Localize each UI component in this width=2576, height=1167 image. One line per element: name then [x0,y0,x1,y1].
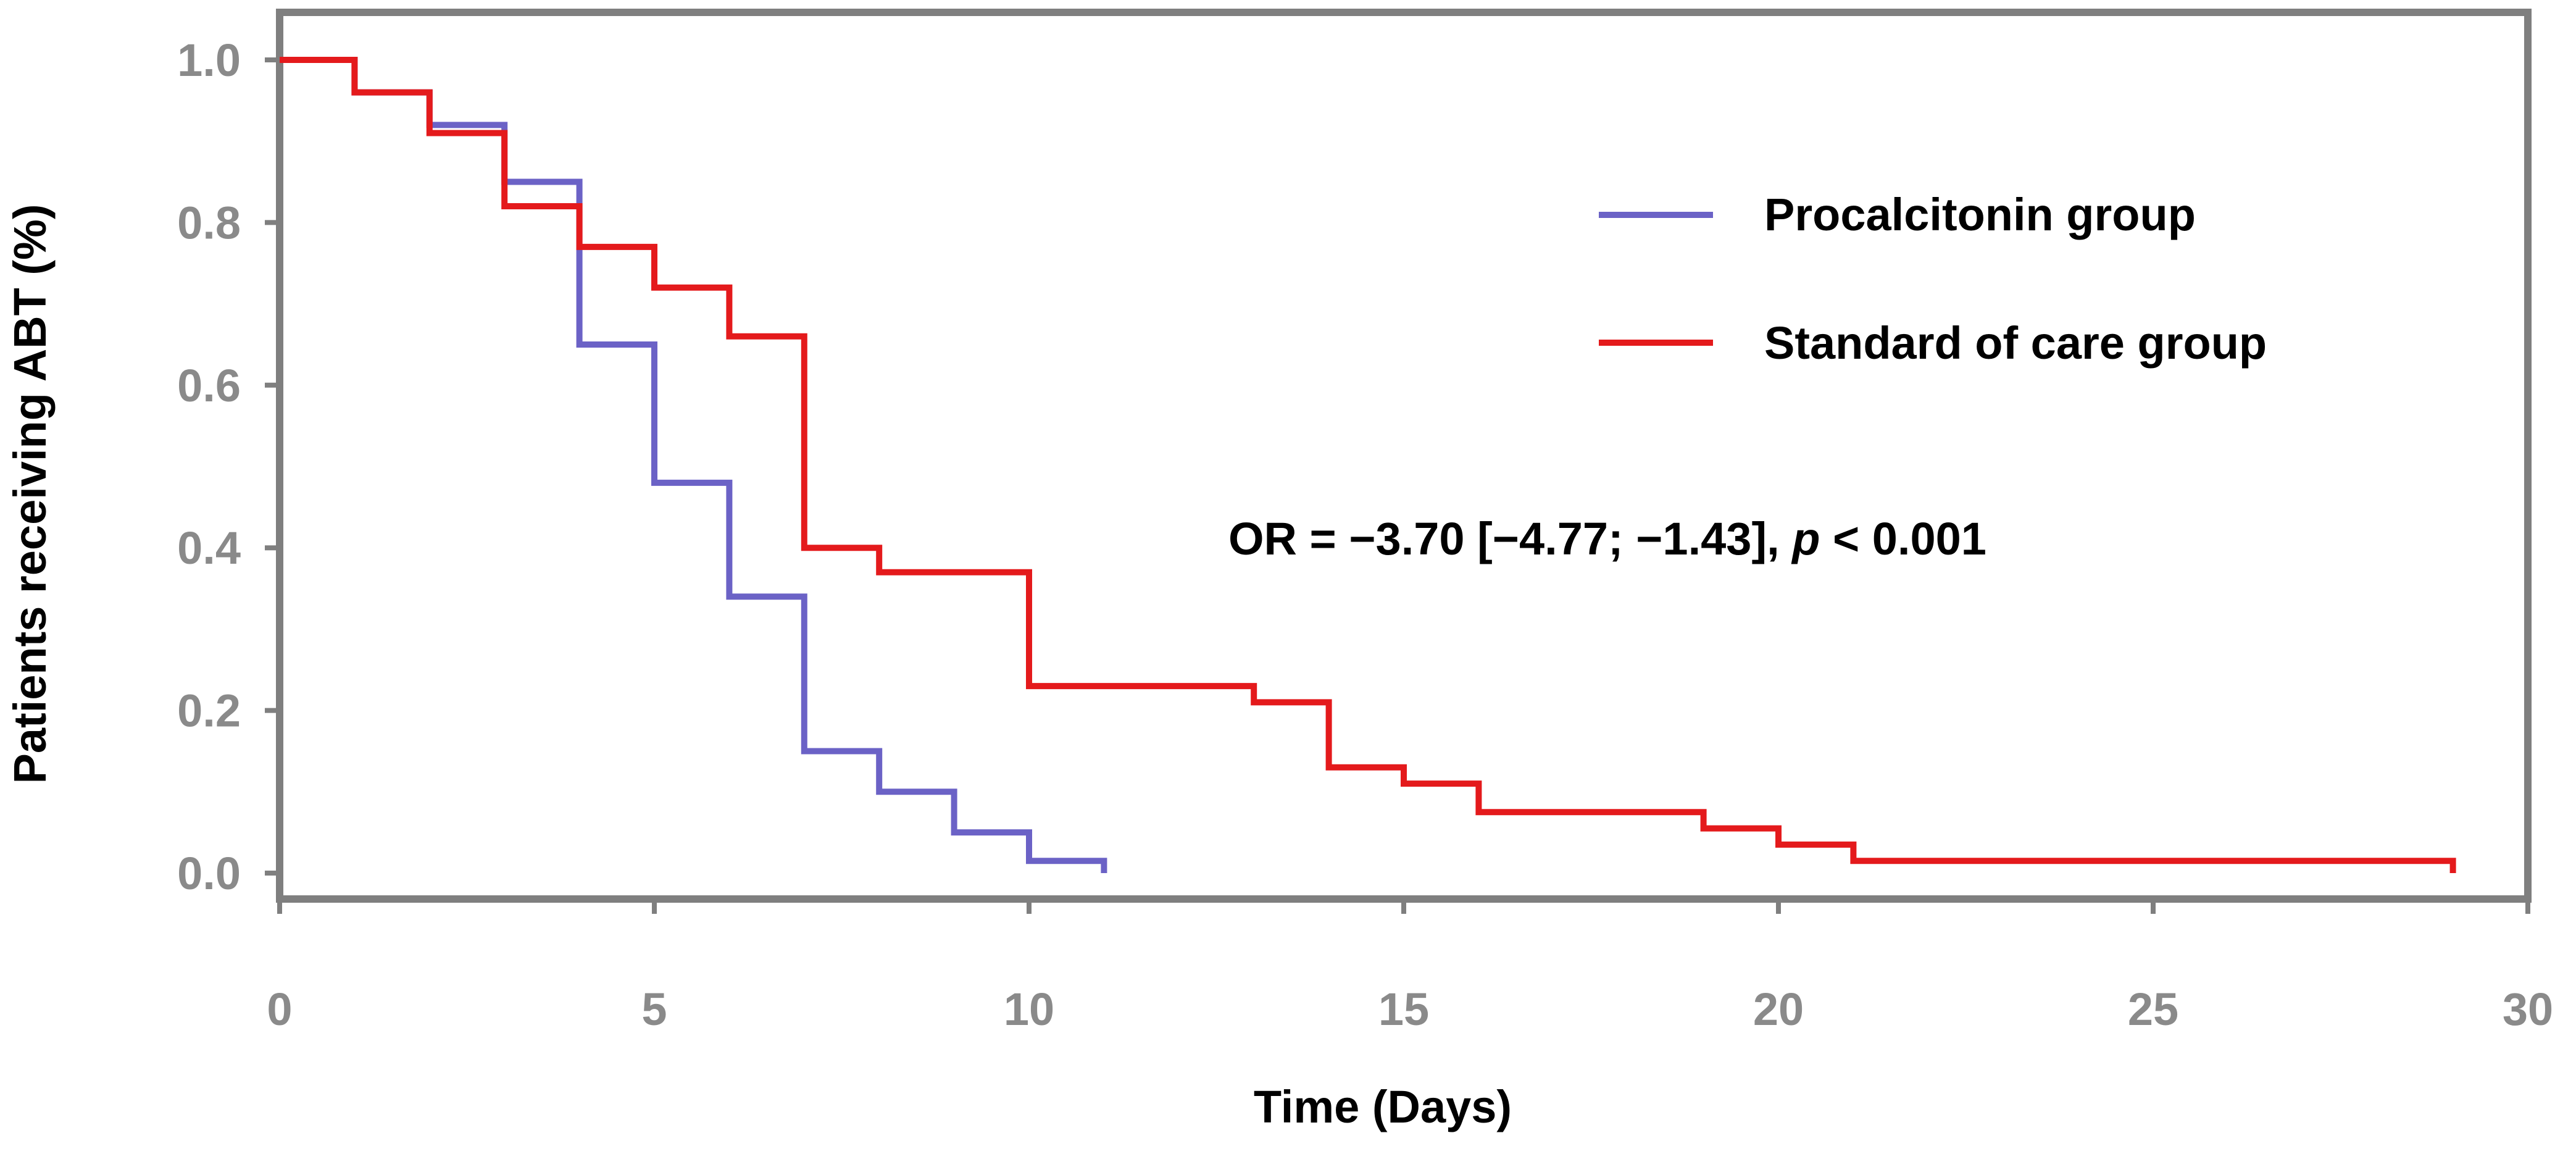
x-axis-title: Time (Days) [1254,1081,1512,1132]
x-tick-label: 30 [2503,984,2553,1035]
series-line-standard-of-care-group [280,57,2456,873]
legend: Procalcitonin group Standard of care gro… [1599,189,2267,369]
y-tick-label: 0.2 [177,685,241,737]
x-tick-label: 25 [2128,984,2178,1035]
y-tick-label: 0.8 [177,197,241,248]
annotation-or: OR = −3.70 [−4.77; −1.43], p < 0.001 [1228,513,1986,564]
x-tick-label: 20 [1753,984,1804,1035]
legend-label-standard-of-care: Standard of care group [1764,317,2267,369]
y-tick-label: 0.0 [177,848,241,899]
x-tick-label: 10 [1004,984,1054,1035]
x-tick-label: 5 [641,984,667,1035]
x-tick-label: 0 [267,984,292,1035]
legend-label-procalcitonin: Procalcitonin group [1764,189,2196,240]
x-tick-label: 15 [1378,984,1429,1035]
y-tick-label: 0.6 [177,360,241,411]
y-tick-label: 0.4 [177,522,241,574]
y-axis-title: Patients receiving ABT (%) [4,204,56,784]
y-tick-label: 1.0 [177,35,241,86]
